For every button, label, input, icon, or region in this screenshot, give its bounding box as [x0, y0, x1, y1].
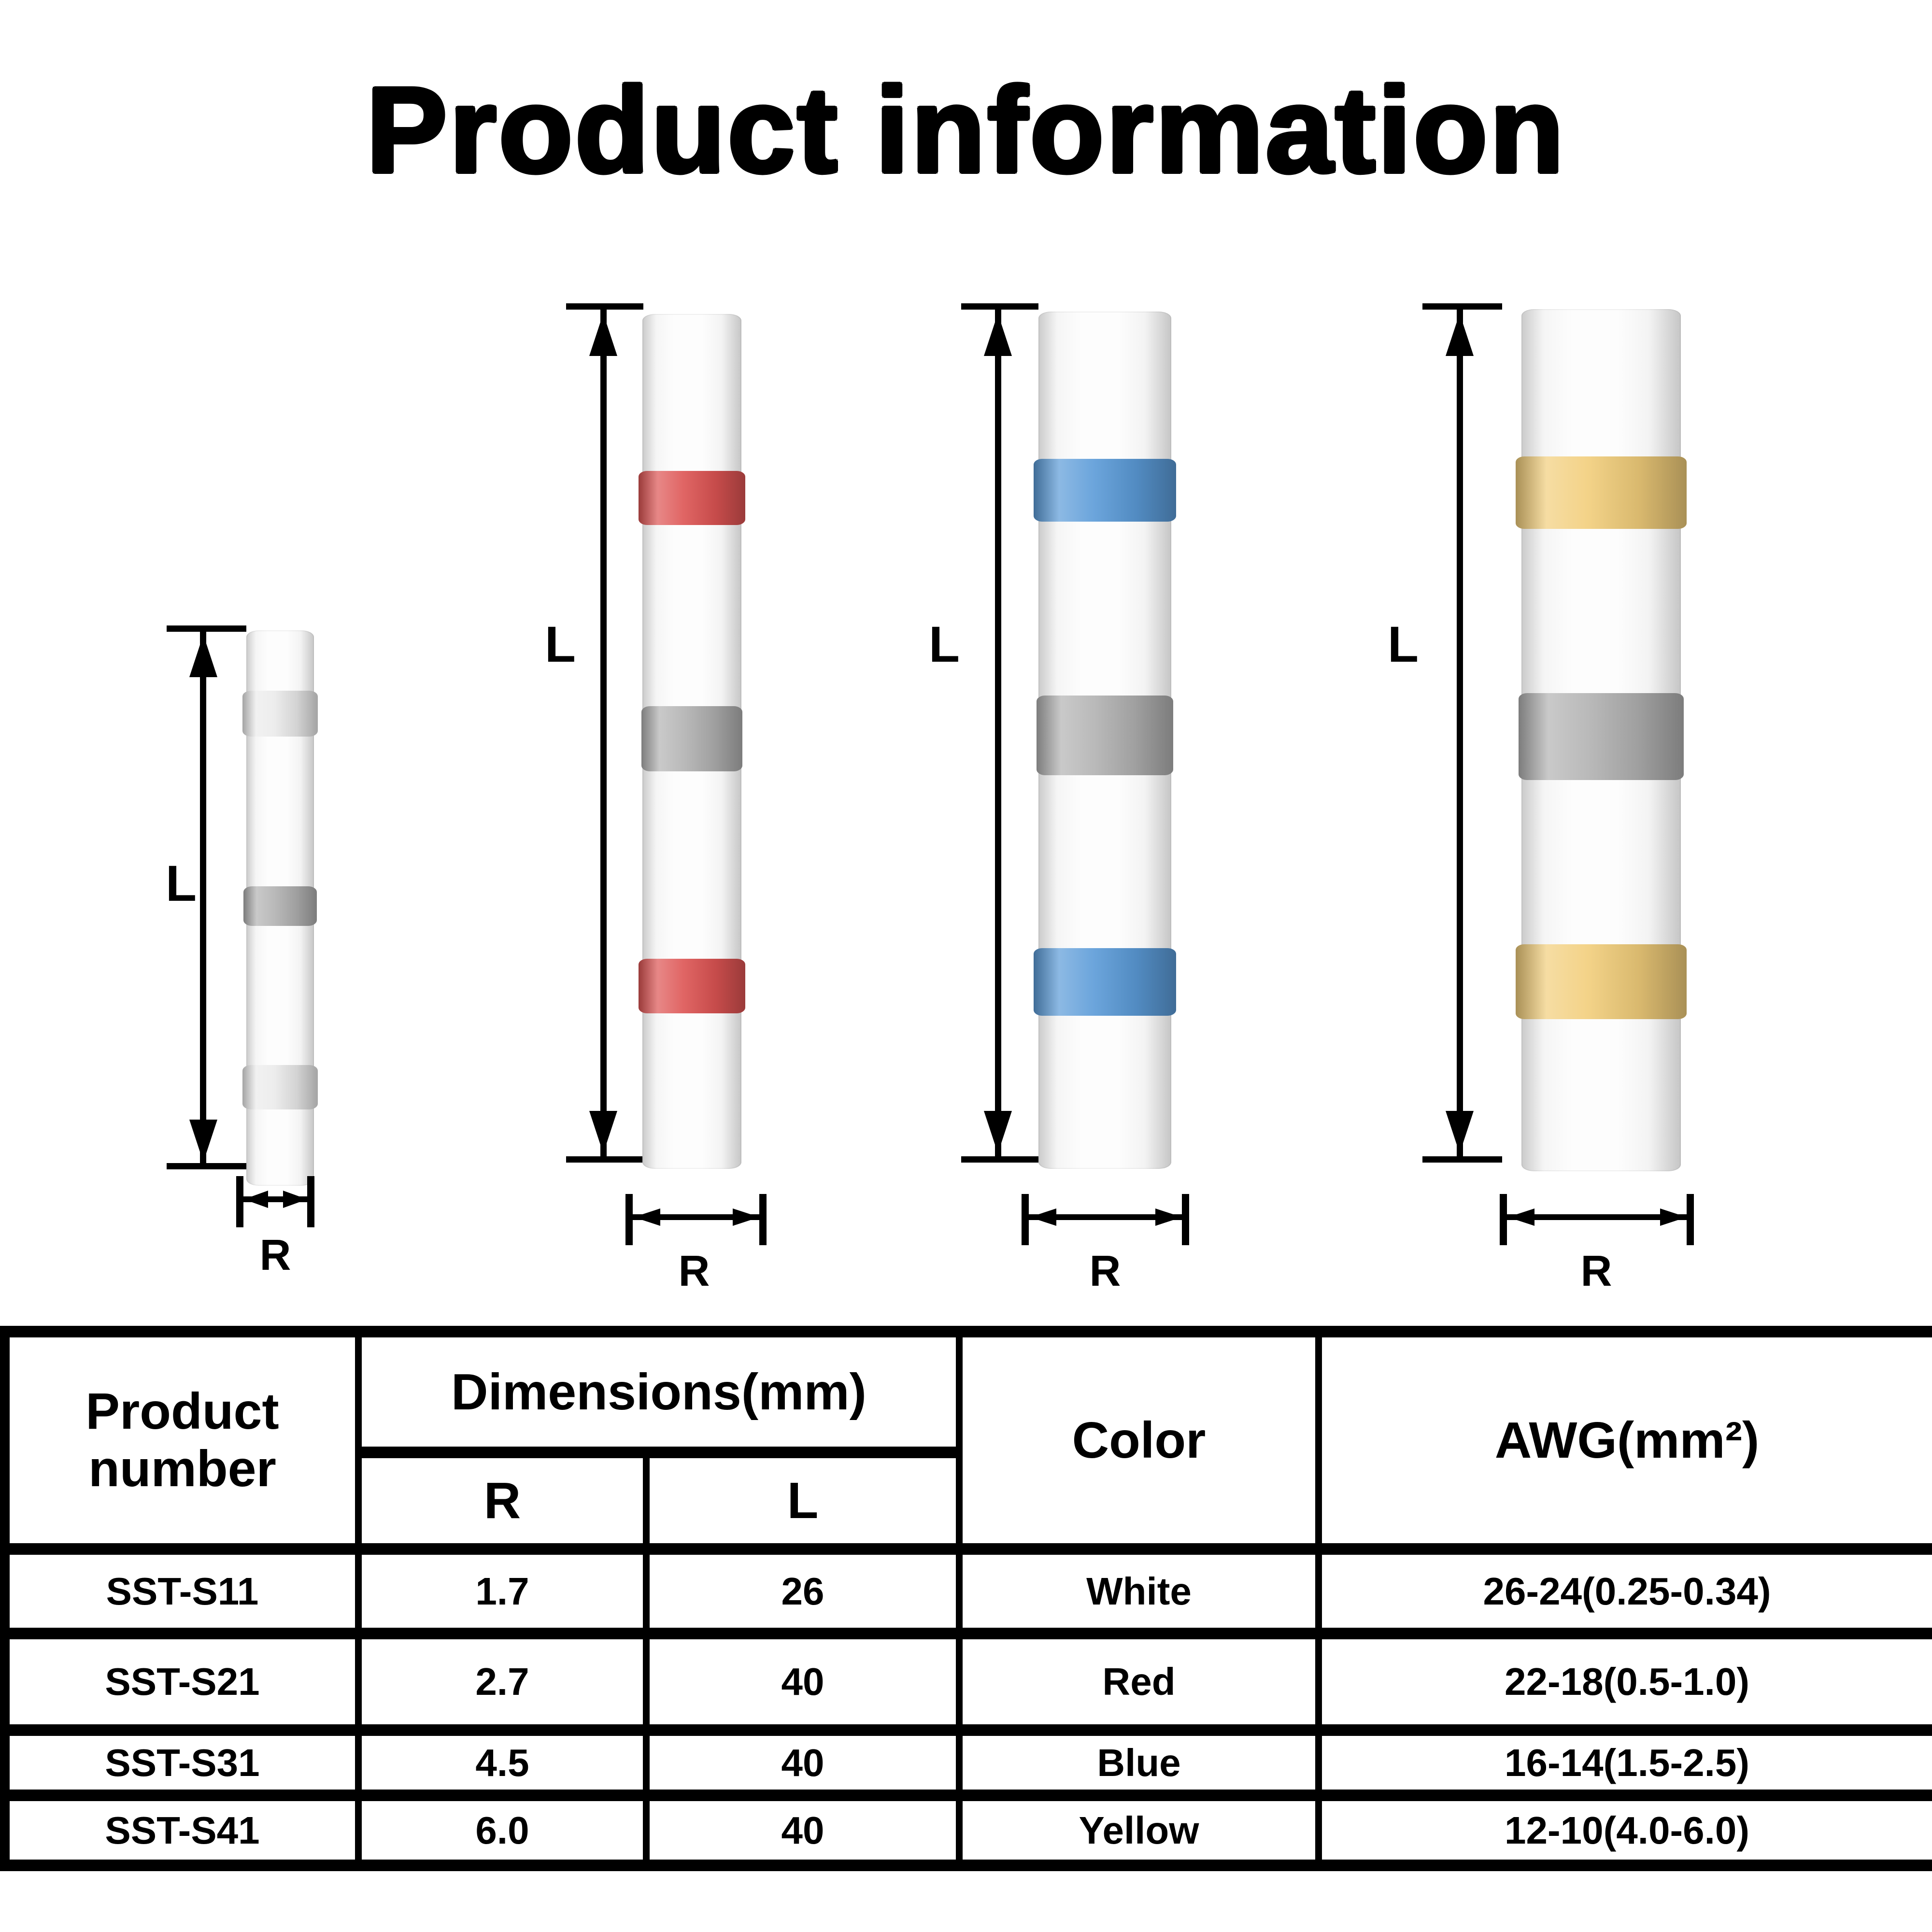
l-dim-top-tick	[961, 303, 1038, 310]
solder-sleeve-band-bottom	[1516, 944, 1687, 1019]
arrow-right-icon	[283, 1191, 307, 1208]
page-title: Product information	[366, 62, 1566, 198]
cell-color: Blue	[956, 1724, 1322, 1801]
arrow-left-icon	[634, 1208, 660, 1226]
header-dimensions: Dimensions(mm)	[355, 1326, 963, 1458]
connector-figure-yellow: L R	[1362, 290, 1729, 1314]
arrow-up-icon	[984, 313, 1012, 356]
r-dim-right-bar	[759, 1194, 767, 1245]
solder-ring-middle	[1037, 696, 1173, 775]
arrow-right-icon	[733, 1208, 759, 1226]
l-dim-line	[1457, 307, 1463, 1159]
l-dim-top-tick	[1422, 303, 1502, 310]
arrow-up-icon	[1446, 313, 1474, 356]
table-row-sst-s41: SST-S41 6.0 40 Yellow 12-10(4.0-6.0)	[1, 1790, 1932, 1871]
arrow-down-icon	[1446, 1111, 1474, 1153]
cell-l: 26	[643, 1543, 963, 1639]
r-dim-label: R	[678, 1247, 710, 1295]
l-dim-bottom-tick	[167, 1163, 246, 1169]
r-dim-right-bar	[307, 1176, 314, 1227]
l-dim-bottom-tick	[566, 1156, 643, 1163]
arrow-down-icon	[984, 1111, 1012, 1153]
cell-r: 4.5	[355, 1724, 650, 1801]
arrow-down-icon	[189, 1120, 217, 1162]
cell-awg: 16-14(1.5-2.5)	[1315, 1724, 1932, 1801]
r-dim-left-bar	[1022, 1194, 1029, 1245]
r-dim-line	[1029, 1214, 1182, 1220]
cell-l: 40	[643, 1628, 963, 1736]
solder-sleeve-band-bottom	[639, 959, 745, 1013]
cell-awg: 22-18(0.5-1.0)	[1315, 1628, 1932, 1736]
cell-r: 6.0	[355, 1790, 650, 1871]
header-r: R	[355, 1447, 650, 1555]
spec-table: Product number Dimensions(mm) Color AWG(…	[0, 1326, 1932, 1871]
solder-sleeve-band-bottom	[1034, 948, 1176, 1016]
cell-awg: 26-24(0.25-0.34)	[1315, 1543, 1932, 1639]
cell-product: SST-S11	[1, 1543, 362, 1639]
l-dim-label: L	[1387, 616, 1419, 673]
solder-sleeve-band-top	[1516, 456, 1687, 529]
cell-color: Red	[956, 1628, 1322, 1736]
solder-ring-middle	[243, 886, 317, 926]
header-color: Color	[956, 1326, 1322, 1555]
cell-color: White	[956, 1543, 1322, 1639]
arrow-left-icon	[1030, 1208, 1056, 1226]
arrow-left-icon	[244, 1191, 268, 1208]
cell-l: 40	[643, 1790, 963, 1871]
r-dim-right-bar	[1687, 1194, 1694, 1245]
arrow-right-icon	[1155, 1208, 1182, 1226]
l-dim-line	[200, 628, 206, 1166]
cell-l: 40	[643, 1724, 963, 1801]
r-dim-left-bar	[625, 1194, 633, 1245]
cell-product: SST-S21	[1, 1628, 362, 1736]
cell-r: 1.7	[355, 1543, 650, 1639]
connector-figure-blue: L R	[903, 290, 1217, 1314]
table-row-sst-s11: SST-S11 1.7 26 White 26-24(0.25-0.34)	[1, 1543, 1932, 1639]
solder-sleeve-band-bottom	[242, 1065, 318, 1109]
arrow-down-icon	[589, 1111, 617, 1153]
l-dim-label: L	[165, 855, 197, 912]
l-dim-top-tick	[566, 303, 643, 310]
solder-sleeve-band-top	[639, 471, 745, 525]
solder-ring-middle	[1519, 693, 1684, 780]
l-dim-label: L	[928, 616, 960, 673]
cell-color: Yellow	[956, 1790, 1322, 1871]
header-awg: AWG(mm²)	[1315, 1326, 1932, 1555]
solder-sleeve-band-top	[242, 691, 318, 737]
connector-figure-white: L R	[140, 618, 343, 1319]
table-row-sst-s31: SST-S31 4.5 40 Blue 16-14(1.5-2.5)	[1, 1724, 1932, 1801]
cell-product: SST-S31	[1, 1724, 362, 1801]
r-dim-right-bar	[1182, 1194, 1189, 1245]
table-row-sst-s21: SST-S21 2.7 40 Red 22-18(0.5-1.0)	[1, 1628, 1932, 1736]
cell-r: 2.7	[355, 1628, 650, 1736]
l-dim-line	[600, 307, 607, 1159]
r-dim-label: R	[1089, 1247, 1121, 1295]
l-dim-bottom-tick	[961, 1156, 1038, 1163]
arrow-up-icon	[589, 313, 617, 356]
cell-awg: 12-10(4.0-6.0)	[1315, 1790, 1932, 1871]
solder-ring-middle	[641, 706, 742, 771]
solder-sleeve-band-top	[1034, 459, 1176, 522]
header-l: L	[643, 1447, 963, 1555]
r-dim-line	[1507, 1214, 1687, 1220]
r-dim-left-bar	[236, 1176, 243, 1227]
r-dim-label: R	[259, 1231, 291, 1279]
l-dim-line	[995, 307, 1001, 1159]
arrow-up-icon	[189, 635, 217, 677]
arrow-right-icon	[1660, 1208, 1687, 1226]
connector-figure-red: L R	[507, 290, 792, 1314]
r-dim-left-bar	[1500, 1194, 1507, 1245]
arrow-left-icon	[1508, 1208, 1534, 1226]
cell-product: SST-S41	[1, 1790, 362, 1871]
r-dim-line	[633, 1214, 759, 1220]
l-dim-label: L	[544, 616, 576, 673]
l-dim-top-tick	[167, 625, 246, 632]
r-dim-label: R	[1580, 1247, 1612, 1295]
header-product-number: Product number	[1, 1326, 362, 1555]
l-dim-bottom-tick	[1422, 1156, 1502, 1163]
